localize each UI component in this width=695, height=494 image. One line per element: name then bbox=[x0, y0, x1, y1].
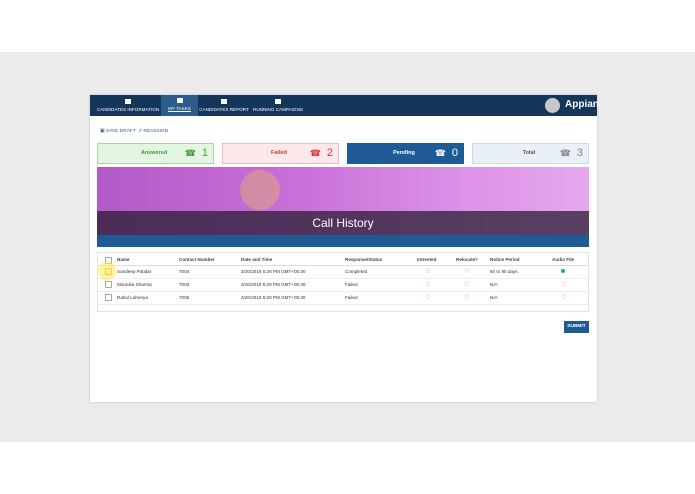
column-header: Response/Status bbox=[345, 257, 383, 262]
audio-icon[interactable]: ♡ bbox=[561, 282, 567, 288]
relocate-icon: ♡ bbox=[464, 282, 470, 288]
column-header: Relocate? bbox=[456, 257, 478, 262]
column-header: Date and Time bbox=[241, 257, 273, 262]
interested-icon: ♡ bbox=[425, 295, 431, 301]
card-phone-icon: ☎ bbox=[434, 148, 446, 158]
column-header: Contact Number bbox=[179, 257, 215, 262]
save-draft-label: SAVE DRAFT bbox=[105, 129, 136, 134]
nav-tab[interactable]: CANDIDATES INFORMATION bbox=[92, 95, 164, 116]
cell: Mounika Sharma bbox=[117, 282, 152, 287]
nav-tab[interactable]: CANDIDATES REPORT bbox=[198, 95, 250, 116]
row-line bbox=[98, 291, 588, 292]
column-header: Intrested bbox=[417, 257, 437, 262]
cell: 7005 bbox=[179, 295, 190, 300]
card-phone-icon: ☎ bbox=[184, 148, 196, 158]
card-phone-icon: ☎ bbox=[309, 148, 321, 158]
tab-label: CANDIDATES REPORT bbox=[199, 107, 249, 112]
audio-icon[interactable]: ♡ bbox=[561, 295, 567, 301]
tab-icon bbox=[125, 99, 131, 104]
logo: Appian bbox=[565, 99, 599, 110]
interested-icon: ♡ bbox=[425, 282, 431, 288]
row-line bbox=[98, 304, 588, 305]
cursor-highlight bbox=[98, 262, 116, 280]
relocate-icon: ♡ bbox=[464, 295, 470, 301]
column-header: Name bbox=[117, 257, 130, 262]
cell: N/A bbox=[490, 282, 498, 287]
active-tab-bg bbox=[161, 95, 198, 116]
cell: 60 to 90 days bbox=[490, 269, 518, 274]
tab-label: CANDIDATES INFORMATION bbox=[96, 107, 160, 112]
card-phone-icon: ☎ bbox=[559, 148, 571, 158]
submit-button[interactable]: SUBMIT bbox=[564, 321, 589, 333]
save-draft[interactable]: ▣ SAVE DRAFT bbox=[100, 129, 136, 134]
audio-icon[interactable] bbox=[561, 269, 565, 273]
banner-strip bbox=[97, 235, 589, 247]
card-count: 3 bbox=[576, 147, 583, 159]
tab-icon bbox=[176, 98, 183, 103]
banner-title: Call History bbox=[97, 211, 589, 235]
column-header: Notice Period bbox=[490, 257, 520, 262]
row-checkbox[interactable] bbox=[105, 281, 112, 288]
card-label: Pending bbox=[393, 150, 415, 156]
cell: Completed bbox=[345, 269, 368, 274]
tab-icon bbox=[221, 99, 227, 104]
relocate-icon: ♡ bbox=[464, 269, 470, 275]
status-card[interactable]: Total ☎ 3 bbox=[472, 143, 589, 164]
nav-tab[interactable]: MY TASKS bbox=[161, 95, 198, 116]
card-label: Failed bbox=[271, 150, 287, 156]
status-card[interactable]: Pending ☎ 0 bbox=[347, 143, 464, 164]
header-line bbox=[98, 265, 588, 266]
tab-label: RUNNING CAMPAIGNS bbox=[253, 107, 303, 112]
cell: Sandeep Patidar bbox=[117, 269, 152, 274]
cell: 7003 bbox=[179, 282, 190, 287]
banner-illustration bbox=[240, 170, 280, 210]
row-checkbox[interactable] bbox=[105, 294, 112, 301]
status-card[interactable]: Failed ☎ 2 bbox=[222, 143, 339, 164]
avatar[interactable] bbox=[545, 98, 560, 113]
nav-bar bbox=[90, 95, 597, 116]
reassign-label: REASSIGN bbox=[143, 129, 169, 134]
reassign[interactable]: ➚ REASSIGN bbox=[138, 129, 169, 134]
card-count: 1 bbox=[201, 147, 208, 159]
cell: Failed bbox=[345, 282, 358, 287]
card-count: 0 bbox=[451, 147, 458, 159]
interested-icon: ♡ bbox=[425, 269, 431, 275]
row-line bbox=[98, 278, 588, 279]
card-count: 2 bbox=[326, 147, 333, 159]
card-label: Answered bbox=[140, 150, 168, 156]
cell: 3/20/2019 5:28 PM GMT+05:30 bbox=[241, 269, 306, 274]
cell: 3/20/2019 5:28 PM GMT+05:30 bbox=[241, 295, 306, 300]
table bbox=[97, 252, 589, 312]
tab-icon bbox=[275, 99, 281, 104]
column-header: Audio File bbox=[552, 257, 575, 262]
cell: Rahul Laheriya bbox=[117, 295, 148, 300]
app-frame bbox=[90, 95, 597, 402]
tab-label: MY TASKS bbox=[168, 106, 191, 112]
cell: N/A bbox=[490, 295, 498, 300]
card-label: Total bbox=[522, 150, 536, 156]
cell: 3/20/2019 5:29 PM GMT+05:30 bbox=[241, 282, 306, 287]
cell: 7004 bbox=[179, 269, 190, 274]
status-card[interactable]: Answered ☎ 1 bbox=[97, 143, 214, 164]
nav-tab[interactable]: RUNNING CAMPAIGNS bbox=[250, 95, 306, 116]
cell: Failed bbox=[345, 295, 358, 300]
